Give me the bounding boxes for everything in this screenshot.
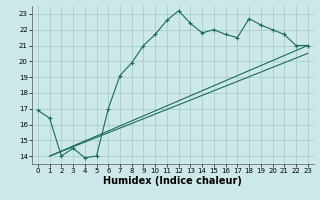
X-axis label: Humidex (Indice chaleur): Humidex (Indice chaleur) — [103, 176, 242, 186]
